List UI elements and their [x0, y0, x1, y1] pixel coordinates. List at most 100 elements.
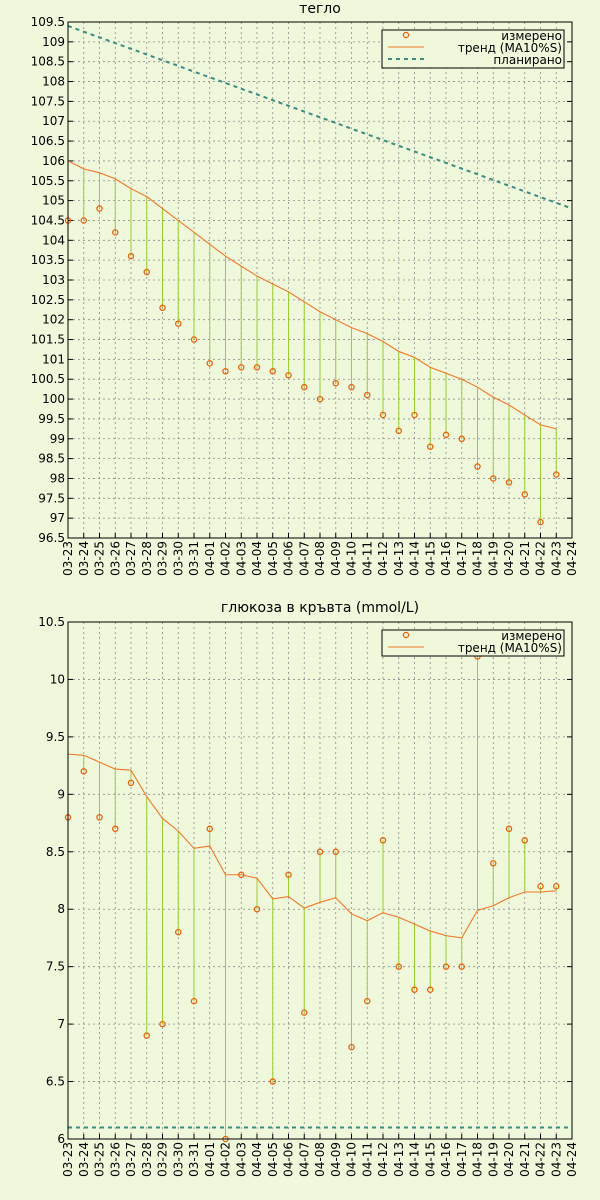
data-point — [253, 905, 261, 913]
x-tick-label: 03-24 — [77, 541, 91, 576]
data-point — [426, 443, 434, 450]
data-point — [505, 479, 513, 486]
chart-1: тегло 96.5 97 97.5 98 98.5 99 99.5 100 100.5 101 10… — [31, 1, 579, 576]
y-tick-label: 108 — [42, 75, 65, 89]
x-tick-label: 04-14 — [408, 1142, 422, 1177]
y-tick-label: 106 — [42, 154, 65, 168]
data-point — [411, 411, 418, 419]
x-tick-label: 04-15 — [423, 1142, 437, 1177]
data-point — [96, 205, 103, 212]
data-point — [269, 368, 276, 375]
data-point — [237, 871, 245, 879]
x-tick-label: 03-28 — [140, 1142, 154, 1177]
x-tick-label: 04-16 — [439, 541, 453, 576]
y-tick-label: 99 — [50, 432, 65, 446]
x-tick-label: 04-01 — [203, 541, 217, 576]
data-point — [379, 837, 387, 844]
x-tick-label: 04-04 — [250, 541, 264, 576]
data-point — [80, 217, 88, 224]
y-tick-label: 107 — [42, 114, 65, 128]
data-point — [80, 768, 88, 775]
x-tick-label: 03-28 — [140, 541, 154, 576]
y-tick-label: 7.5 — [46, 960, 65, 974]
data-point — [269, 1078, 276, 1085]
x-tick-label: 04-04 — [250, 1142, 264, 1177]
data-point — [300, 1009, 308, 1016]
x-tick-label: 04-11 — [360, 1142, 374, 1177]
data-point — [395, 963, 402, 970]
x-tick-label: 04-23 — [549, 1142, 563, 1177]
y-tick-label: 8.5 — [46, 845, 65, 859]
x-tick-label: 03-31 — [187, 1142, 201, 1177]
data-point — [96, 814, 103, 821]
data-point — [442, 963, 450, 970]
legend-label: измерено — [501, 29, 562, 43]
y-tick-label: 7 — [57, 1017, 65, 1031]
y-tick-label: 106.5 — [31, 134, 65, 148]
data-point — [143, 268, 150, 276]
data-point — [174, 928, 182, 936]
y-tick-label: 8 — [57, 902, 65, 916]
x-tick-label: 04-14 — [408, 541, 422, 576]
data-point — [285, 372, 292, 379]
data-point — [537, 882, 544, 890]
data-point — [300, 383, 308, 391]
series-planned-line — [67, 25, 573, 210]
x-tick-label: 03-30 — [171, 541, 185, 576]
data-point — [553, 471, 560, 478]
x-tick-label: 03-30 — [171, 1142, 185, 1177]
y-tick-label: 105.5 — [31, 174, 65, 188]
data-point — [206, 360, 213, 367]
y-tick-label: 97 — [50, 511, 65, 525]
y-tick-label: 99.5 — [38, 412, 65, 426]
stems — [67, 656, 557, 1139]
y-tick-label: 10.5 — [38, 615, 65, 629]
legend-box — [381, 29, 565, 69]
y-tick-label: 103.5 — [31, 253, 65, 267]
x-tick-label: 04-13 — [392, 1142, 406, 1177]
legend-label: тренд (MA10%S) — [458, 641, 562, 655]
x-tick-label: 04-20 — [502, 1142, 516, 1177]
y-tick-label: 103 — [42, 273, 65, 287]
y-tick-label: 98 — [50, 471, 65, 485]
data-point — [458, 963, 465, 970]
data-point — [316, 848, 324, 856]
y-tick-label: 109 — [42, 35, 65, 49]
x-tick-label: 04-22 — [534, 1142, 548, 1177]
y-tick-label: 107.5 — [31, 94, 65, 108]
x-tick-label: 04-01 — [203, 1142, 217, 1177]
x-tick-label: 04-24 — [565, 1142, 579, 1177]
data-point — [521, 837, 529, 844]
x-tick-label: 04-05 — [266, 1142, 280, 1177]
y-tick-label: 6.5 — [46, 1075, 65, 1089]
series-trend-line — [67, 160, 557, 430]
data-point — [474, 463, 481, 470]
x-tick-label: 03-26 — [108, 541, 122, 576]
x-tick-label: 04-09 — [329, 541, 343, 576]
x-tick-label: 04-20 — [502, 541, 516, 576]
data-point — [379, 411, 387, 419]
x-tick-label: 04-15 — [423, 541, 437, 576]
data-point — [553, 882, 560, 890]
data-point — [159, 1020, 166, 1028]
y-tick-label: 105 — [42, 194, 65, 208]
legend-marker-point — [402, 631, 410, 639]
data-point — [112, 229, 119, 236]
data-point — [411, 986, 418, 993]
y-tick-label: 102 — [42, 313, 65, 327]
y-tick-label: 109.5 — [31, 15, 65, 29]
x-tick-label: 04-08 — [313, 1142, 327, 1177]
legend-label: тренд (MA10%S) — [458, 41, 562, 55]
series-trend-line — [67, 753, 557, 939]
x-tick-label: 03-23 — [61, 541, 75, 576]
x-tick-label: 03-31 — [187, 541, 201, 576]
legend-marker-point — [402, 31, 410, 39]
data-point — [395, 427, 402, 435]
x-tick-label: 03-29 — [156, 1142, 170, 1177]
data-point — [489, 475, 497, 482]
x-tick-label: 03-25 — [93, 541, 107, 576]
x-tick-label: 04-12 — [376, 1142, 390, 1177]
data-point — [489, 860, 497, 867]
